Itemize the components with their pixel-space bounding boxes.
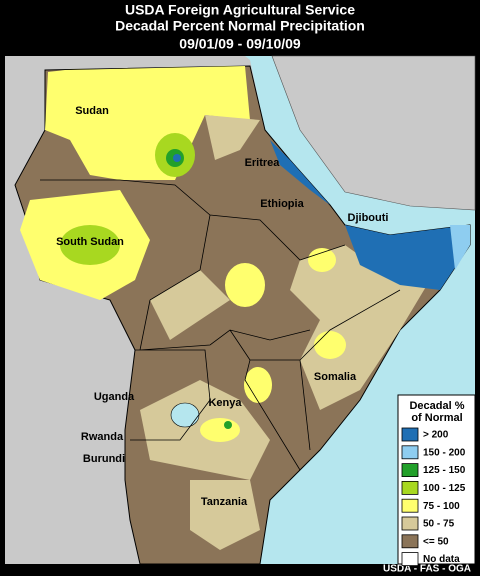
arabia — [271, 55, 476, 211]
legend-label: 150 - 200 — [423, 447, 466, 458]
header-line: USDA Foreign Agricultural Service — [125, 2, 355, 18]
legend-label: 50 - 75 — [423, 519, 455, 530]
tan-area — [290, 245, 430, 410]
legend-label: 100 - 125 — [423, 483, 466, 494]
legend-label: 125 - 150 — [423, 465, 466, 476]
legend-label: > 200 — [423, 430, 449, 441]
legend-label: No data — [423, 554, 460, 565]
country-label: Uganda — [94, 391, 135, 403]
country-label: Sudan — [75, 105, 109, 117]
tan-area — [205, 115, 260, 160]
yellow-area — [45, 66, 250, 180]
tan-area — [190, 480, 260, 550]
header-line: 09/01/09 - 09/10/09 — [179, 36, 301, 52]
country-label: Somalia — [314, 371, 357, 383]
green-blob — [224, 421, 232, 429]
country-label: Tanzania — [201, 496, 248, 508]
blue-blob — [173, 154, 181, 162]
legend-swatch — [401, 463, 419, 478]
legend-swatch — [401, 427, 419, 442]
borders — [40, 179, 401, 471]
lightblue-area — [450, 225, 470, 270]
legend-swatch — [401, 552, 419, 566]
country-label: South Sudan — [56, 236, 124, 248]
yellow-blob — [314, 331, 346, 359]
country-label: Burundi — [83, 453, 125, 465]
legend-swatch — [401, 445, 419, 460]
country-label: Kenya — [208, 397, 242, 409]
green-blob — [60, 225, 120, 265]
legend-swatch — [401, 498, 419, 513]
credit: USDA - FAS - OGA — [383, 564, 471, 575]
blue-area — [345, 225, 470, 290]
country-label: Djibouti — [348, 212, 389, 224]
yellow-blob — [244, 367, 272, 403]
yellow-blob — [308, 248, 336, 272]
yellow-blob — [225, 263, 265, 307]
legend-label: <= 50 — [423, 536, 449, 547]
country-label: Ethiopia — [260, 198, 304, 210]
legend-swatch — [401, 516, 419, 531]
tan-area — [150, 270, 230, 340]
legend-swatch — [401, 480, 419, 495]
legend-title: of Normal — [411, 412, 462, 424]
legend-label: 75 - 100 — [423, 501, 460, 512]
country-label: Eritrea — [245, 157, 281, 169]
blue-area — [270, 140, 330, 205]
header-line: Decadal Percent Normal Precipitation — [115, 18, 365, 34]
yellow-blob — [200, 418, 240, 442]
legend-title: Decadal % — [409, 400, 464, 412]
country-label: Rwanda — [81, 431, 124, 443]
lake — [170, 402, 200, 428]
legend-swatch — [401, 534, 419, 549]
